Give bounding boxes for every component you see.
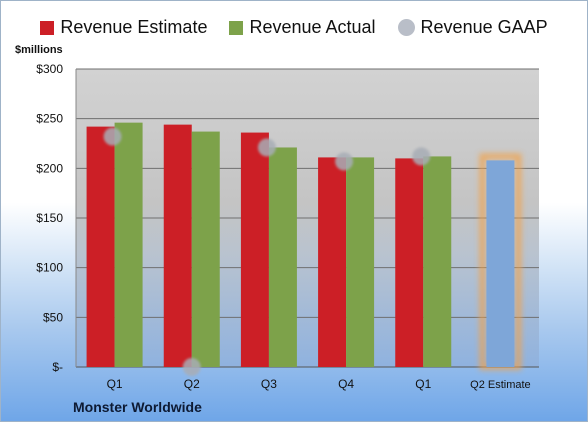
- y-tick-label: $150: [36, 211, 63, 225]
- marker-revenue-gaap: [412, 147, 431, 166]
- legend-swatch-revenue-gaap: [397, 19, 415, 36]
- legend-item-revenue-gaap: Revenue GAAP: [397, 17, 548, 38]
- legend: Revenue Estimate Revenue Actual Revenue …: [1, 17, 587, 38]
- x-tick-label: Q2 Estimate: [470, 379, 531, 391]
- bar-revenue-estimate: [318, 157, 347, 367]
- marker-revenue-gaap: [335, 152, 354, 171]
- x-tick-label: Q1: [107, 377, 123, 391]
- x-tick-label: Q3: [261, 377, 277, 391]
- y-tick-label: $300: [36, 62, 63, 76]
- bar-revenue-estimate: [86, 126, 115, 367]
- legend-label-revenue-actual: Revenue Actual: [249, 17, 376, 37]
- bar-revenue-actual: [346, 157, 375, 367]
- company-name: Monster Worldwide: [73, 399, 202, 415]
- legend-item-revenue-estimate: Revenue Estimate: [40, 17, 207, 38]
- marker-revenue-gaap: [103, 127, 122, 146]
- bar-revenue-actual: [268, 147, 297, 367]
- x-tick-label: Q4: [338, 377, 354, 391]
- legend-label-revenue-estimate: Revenue Estimate: [60, 17, 208, 37]
- y-tick-label: $-: [52, 360, 63, 374]
- bar-revenue-actual: [191, 131, 220, 367]
- y-tick-label: $200: [36, 161, 63, 175]
- legend-item-revenue-actual: Revenue Actual: [229, 17, 376, 38]
- marker-revenue-gaap: [257, 138, 276, 157]
- legend-label-revenue-gaap: Revenue GAAP: [420, 17, 548, 37]
- y-tick-label: $100: [36, 261, 63, 275]
- legend-swatch-revenue-actual: [229, 20, 244, 35]
- legend-swatch-revenue-estimate: [40, 20, 55, 35]
- y-axis-unit-label: $millions: [15, 44, 63, 56]
- bar-revenue-estimate: [395, 158, 424, 367]
- y-tick-label: $50: [43, 310, 63, 324]
- bar-revenue-estimate: [240, 132, 269, 367]
- y-tick-label: $250: [36, 112, 63, 126]
- x-tick-label: Q1: [415, 377, 431, 391]
- x-tick-label: Q2: [184, 377, 200, 391]
- bar-revenue-estimate-q2-estimate: [486, 160, 515, 367]
- bar-revenue-estimate: [163, 124, 192, 367]
- bar-revenue-actual: [423, 156, 452, 367]
- marker-revenue-gaap: [182, 358, 201, 376]
- bar-revenue-actual: [114, 122, 143, 367]
